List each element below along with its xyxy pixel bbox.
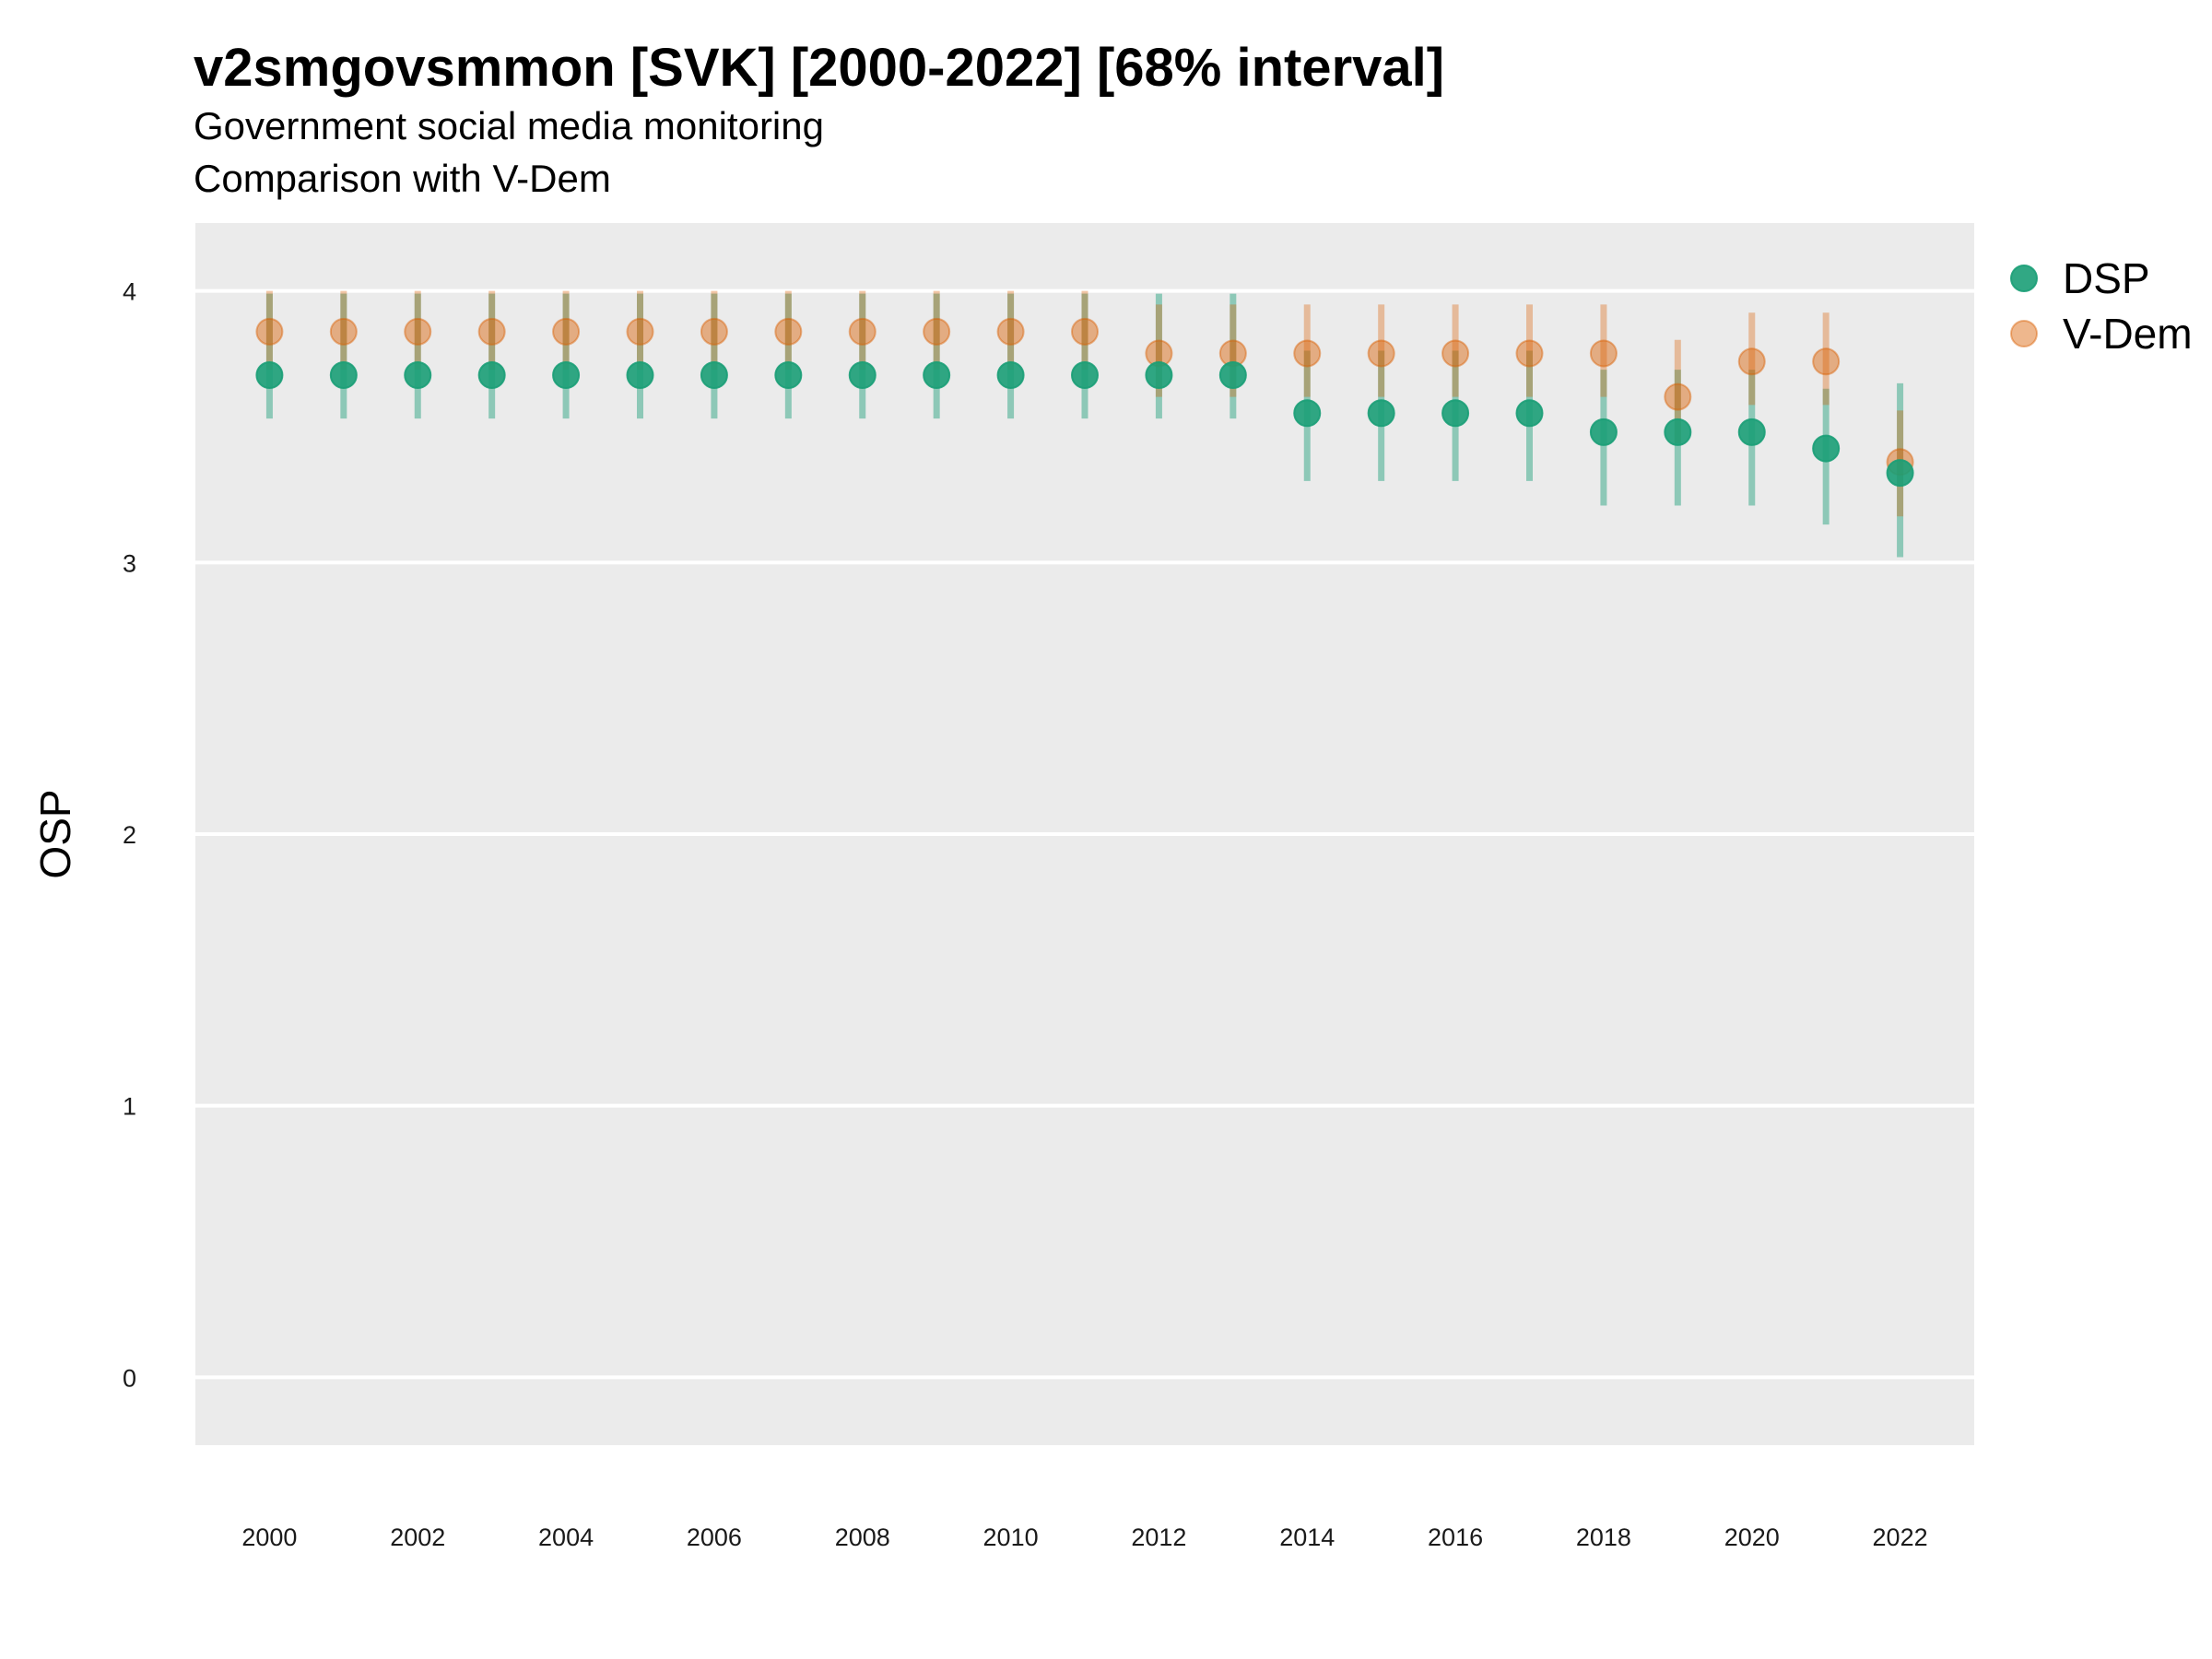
data-point-vdem [626,317,654,346]
x-axis-ticks: 2000 2002 2004 2006 2008 2010 2012 2014 2016 2018… [241,1524,1927,1551]
data-point-dsp [1664,418,1692,446]
x-tick-label: 2010 [983,1524,1039,1551]
data-point-dsp [1441,399,1470,428]
data-point-vdem [1071,317,1099,346]
data-point-dsp [1218,361,1247,390]
x-tick-label: 2000 [241,1524,297,1551]
x-tick-label: 2004 [538,1524,594,1551]
x-tick-label: 2006 [687,1524,742,1551]
legend-label-vdem: V-Dem [2063,310,2193,358]
series-vdem-points [255,317,1914,477]
data-point-dsp [329,361,358,390]
legend-label-dsp: DSP [2063,254,2150,302]
data-point-dsp [848,361,877,390]
data-point-dsp [774,361,803,390]
data-point-vdem [923,317,951,346]
x-tick-label: 2022 [1873,1524,1928,1551]
data-point-vdem [552,317,581,346]
data-point-dsp [1886,459,1914,488]
data-point-vdem [255,317,284,346]
x-tick-label: 2002 [390,1524,445,1551]
series-vdem-intervals [265,290,1904,517]
x-tick-label: 2008 [835,1524,890,1551]
x-tick-label: 2014 [1279,1524,1335,1551]
data-point-vdem [700,317,728,346]
data-point-dsp [1737,418,1766,446]
data-point-dsp [1071,361,1099,390]
data-point-dsp [552,361,581,390]
data-point-vdem [1367,339,1395,368]
series-dsp-intervals [265,293,1904,558]
data-point-dsp [1293,399,1322,428]
data-point-vdem [1293,339,1322,368]
data-point-dsp [255,361,284,390]
chart-subtitle: Government social media monitoring [194,104,824,147]
y-axis-label: OSP [31,789,79,878]
legend-key-vdem [2010,320,2038,347]
data-point-dsp [477,361,506,390]
legend-key-dsp [2010,265,2038,292]
y-axis-ticks: 0 1 2 3 4 [123,278,136,1393]
series-dsp-points [255,361,1914,488]
data-point-dsp [1145,361,1173,390]
data-point-dsp [1367,399,1395,428]
data-point-vdem [1812,347,1841,376]
data-point-dsp [1515,399,1544,428]
data-point-vdem [1589,339,1618,368]
data-point-dsp [1589,418,1618,446]
data-point-vdem [477,317,506,346]
x-tick-label: 2020 [1724,1524,1780,1551]
grid-lines [195,288,1974,1380]
data-point-vdem [1441,339,1470,368]
data-point-vdem [329,317,358,346]
data-point-vdem [848,317,877,346]
x-tick-label: 2018 [1576,1524,1631,1551]
chart-title: v2smgovsmmon [SVK] [2000-2022] [68% inte… [194,38,1445,98]
data-point-dsp [1812,434,1841,463]
y-tick-label: 2 [123,821,136,849]
x-tick-label: 2012 [1131,1524,1186,1551]
data-point-vdem [1515,339,1544,368]
data-point-dsp [923,361,951,390]
chart-caption: Comparison with V-Dem [194,157,611,200]
data-series [255,290,1914,558]
data-point-dsp [996,361,1025,390]
legend: DSP V-Dem [2010,254,2193,358]
y-tick-label: 1 [123,1093,136,1121]
data-point-dsp [404,361,432,390]
data-point-dsp [626,361,654,390]
data-point-vdem [404,317,432,346]
y-tick-label: 3 [123,549,136,577]
data-point-vdem [774,317,803,346]
y-tick-label: 4 [123,278,136,306]
data-point-vdem [996,317,1025,346]
y-tick-label: 0 [123,1364,136,1392]
data-point-vdem [1737,347,1766,376]
data-point-vdem [1664,382,1692,411]
x-tick-label: 2016 [1428,1524,1483,1551]
data-point-dsp [700,361,728,390]
